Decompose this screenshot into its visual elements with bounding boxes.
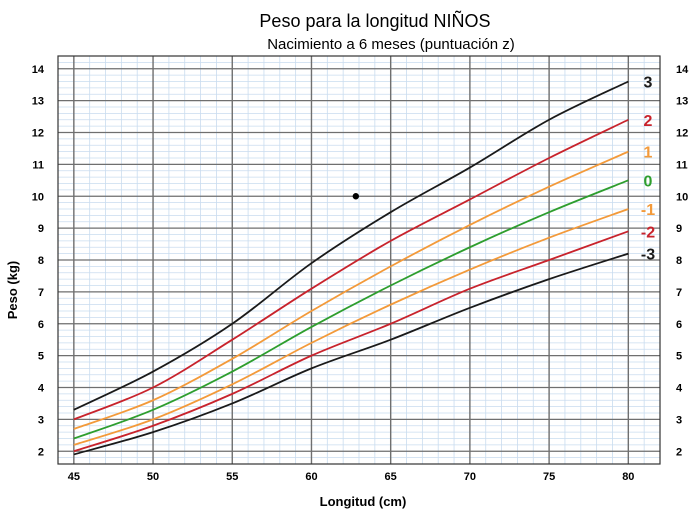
y-tick-label-right: 8 — [676, 255, 682, 267]
x-tick-label: 75 — [543, 471, 555, 483]
z-score-labels: 3 2 1 0 -1 -2 -3 — [641, 75, 655, 264]
z-label--2: -2 — [641, 224, 655, 241]
y-tick-label-left: 9 — [38, 223, 44, 235]
y-axis-label: Peso (kg) — [5, 261, 20, 320]
series-line-z-0 — [73, 179, 629, 440]
y-tick-label-right: 10 — [676, 191, 688, 203]
z-label-2: 2 — [644, 113, 653, 130]
x-tick-label: 70 — [464, 471, 476, 483]
y-tick-label-left: 10 — [32, 191, 44, 203]
y-tick-label-right: 9 — [676, 223, 682, 235]
grid — [57, 55, 661, 465]
x-tick-label: 45 — [68, 471, 80, 483]
z-label--1: -1 — [641, 202, 655, 219]
y-tick-label-right: 6 — [676, 319, 682, 331]
series-lines — [73, 80, 629, 456]
x-tick-label: 55 — [226, 471, 238, 483]
y-tick-label-right: 5 — [676, 351, 682, 363]
x-tick-label: 60 — [305, 471, 317, 483]
y-tick-label-left: 3 — [38, 414, 44, 426]
y-tick-label-left: 4 — [38, 383, 45, 395]
z-label--3: -3 — [641, 247, 655, 264]
plot-border — [57, 55, 661, 465]
series-line-z-1 — [73, 150, 629, 430]
data-point-layer — [352, 193, 360, 200]
y-tick-label-left: 6 — [38, 319, 44, 331]
z-label-3: 3 — [644, 75, 653, 92]
chart-subtitle: Nacimiento a 6 meses (puntuación z) — [267, 36, 515, 53]
y-tick-label-left: 5 — [38, 351, 44, 363]
y-tick-label-right: 7 — [676, 287, 682, 299]
series-line-z--1 — [73, 208, 629, 446]
y-tick-label-left: 8 — [38, 255, 44, 267]
x-tick-label: 50 — [147, 471, 159, 483]
y-tick-label-right: 3 — [676, 414, 682, 426]
z-label-0: 0 — [644, 173, 653, 190]
y-tick-label-right: 13 — [676, 96, 688, 108]
series-line-z--2 — [73, 230, 629, 453]
x-tick-label: 65 — [385, 471, 397, 483]
y-tick-label-left: 13 — [32, 96, 44, 108]
y-tick-label-left: 2 — [38, 446, 44, 458]
chart-title: Peso para la longitud NIÑOS — [259, 10, 490, 31]
y-tick-label-left: 14 — [32, 64, 45, 76]
x-tick-label: 80 — [622, 471, 634, 483]
y-tick-label-right: 14 — [676, 64, 689, 76]
y-tick-label-right: 12 — [676, 128, 688, 140]
y-tick-label-left: 7 — [38, 287, 44, 299]
series-line-z-3 — [73, 80, 629, 411]
y-tick-label-right: 11 — [676, 159, 688, 171]
x-axis-label: Longitud (cm) — [320, 494, 407, 509]
series-line-z-2 — [73, 118, 629, 421]
y-tick-label-right: 2 — [676, 446, 682, 458]
y-tick-label-right: 4 — [676, 383, 683, 395]
series-line-z--3 — [73, 252, 629, 456]
data-point — [352, 193, 360, 200]
y-tick-label-left: 11 — [32, 159, 44, 171]
y-tick-label-left: 12 — [32, 128, 44, 140]
z-label-1: 1 — [644, 145, 653, 162]
